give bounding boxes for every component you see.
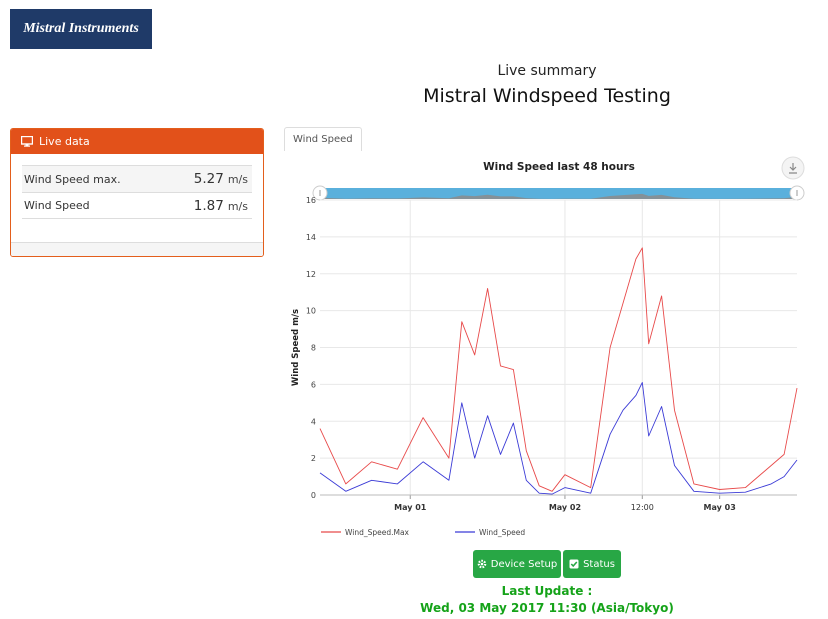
checkbox-checked-icon: [569, 559, 579, 569]
device-setup-label: Device Setup: [490, 558, 558, 570]
live-data-panel-header: Live data: [11, 129, 263, 154]
legend-label: Wind_Speed: [479, 528, 525, 537]
live-data-unit: m/s: [227, 199, 248, 213]
status-button[interactable]: Status: [563, 550, 621, 578]
y-tick-label: 10: [306, 307, 316, 316]
status-label: Status: [583, 558, 615, 570]
brand-logo[interactable]: Mistral Instruments: [10, 9, 152, 49]
last-update-label: Last Update :: [501, 584, 593, 598]
chart-navigator: [312, 185, 805, 201]
live-data-panel-footer: [11, 242, 263, 256]
legend-label: Wind_Speed.Max: [345, 528, 410, 537]
y-tick-label: 2: [311, 454, 316, 463]
series-line-wind-speed: [319, 382, 798, 495]
download-icon: [789, 163, 797, 174]
live-data-label: Wind Speed: [24, 199, 90, 212]
brand-logo-text: Mistral Instruments: [23, 21, 139, 36]
wind-speed-chart: Wind Speed last 48 hours 0 2 4 6 8 10 12 14 16 May…: [291, 156, 805, 537]
y-tick-label: 8: [311, 344, 316, 353]
y-tick-label: 12: [306, 270, 316, 279]
gear-icon: [477, 559, 487, 569]
x-tick-label: May 01: [394, 503, 427, 512]
legend-item[interactable]: Wind_Speed: [455, 528, 525, 537]
live-data-row-wind-speed: Wind Speed 1.87 m/s: [22, 192, 252, 219]
series-line-wind-speed-max: [319, 247, 798, 492]
y-tick-label: 4: [311, 417, 316, 426]
x-tick-label: May 02: [549, 503, 581, 512]
navigator-handle-left[interactable]: [312, 185, 328, 201]
tab-wind-speed[interactable]: Wind Speed: [284, 127, 362, 151]
navigator-handle-right[interactable]: [789, 185, 805, 201]
page-subtitle: Live summary: [497, 63, 597, 79]
navigator-range: [320, 188, 797, 199]
y-tick-label: 6: [311, 380, 316, 389]
live-data-label: Wind Speed max.: [24, 172, 121, 186]
chart-title: Wind Speed last 48 hours: [483, 161, 635, 173]
device-setup-button[interactable]: Device Setup: [473, 550, 561, 578]
chart-export-button[interactable]: [781, 156, 805, 180]
live-data-panel: Live data Wind Speed max. 5.27 m/s Wind S…: [10, 128, 264, 257]
y-axis-label: Wind Speed m/s: [291, 309, 301, 386]
navigator-series-area: [320, 193, 797, 199]
x-tick-label: May 03: [704, 503, 736, 512]
monitor-icon: [21, 136, 33, 147]
y-tick-label: 14: [306, 233, 316, 242]
live-data-panel-title: Live data: [39, 135, 90, 148]
live-data-row-wind-speed-max: Wind Speed max. 5.27 m/s: [22, 165, 252, 192]
y-tick-label: 0: [311, 491, 316, 500]
page-title: Mistral Windspeed Testing: [423, 85, 671, 107]
last-update-value: Wed, 03 May 2017 11:30 (Asia/Tokyo): [420, 601, 674, 615]
live-data-value: 1.87: [193, 197, 224, 214]
live-data-value: 5.27: [193, 171, 224, 187]
live-data-unit: m/s: [227, 173, 248, 186]
legend-item[interactable]: Wind_Speed.Max: [321, 528, 410, 537]
y-tick-label: 16: [306, 196, 316, 205]
x-tick-label: 12:00: [631, 503, 654, 512]
